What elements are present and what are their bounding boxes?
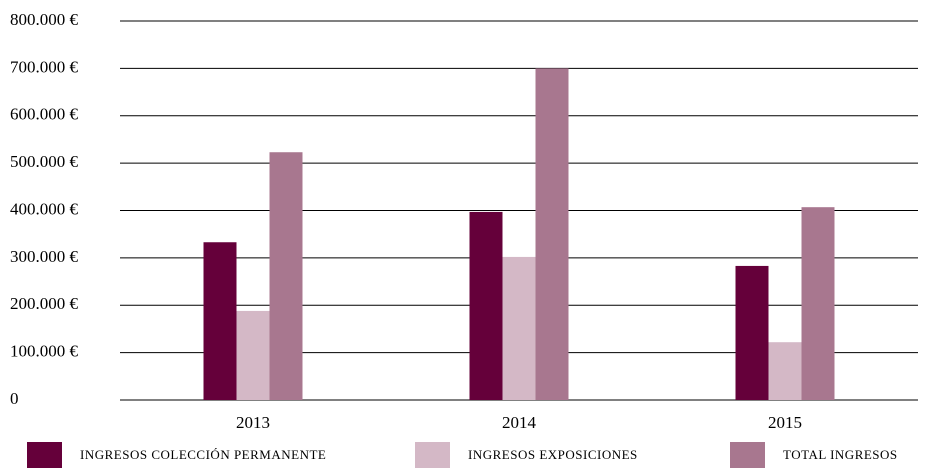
legend-label: INGRESOS EXPOSICIONES <box>468 447 638 462</box>
y-tick-label: 0 <box>10 389 19 408</box>
bar <box>735 265 769 400</box>
y-tick-label: 400.000 € <box>10 199 79 218</box>
x-tick-label: 2014 <box>502 413 537 432</box>
bar <box>469 211 503 400</box>
y-tick-label: 500.000 € <box>10 152 79 171</box>
bar <box>768 342 802 400</box>
y-tick-label: 200.000 € <box>10 294 79 313</box>
y-tick-label: 700.000 € <box>10 57 79 76</box>
bar <box>236 310 270 400</box>
bar <box>801 207 835 400</box>
legend-label: INGRESOS COLECCIÓN PERMANENTE <box>80 447 326 462</box>
bar <box>535 68 569 400</box>
bar <box>502 256 536 400</box>
y-tick-label: 600.000 € <box>10 105 79 124</box>
x-tick-label: 2013 <box>236 413 270 432</box>
legend-label: TOTAL INGRESOS <box>783 447 898 462</box>
legend-swatch <box>415 442 450 468</box>
bar <box>203 242 237 400</box>
y-tick-label: 100.000 € <box>10 342 79 361</box>
bar <box>269 152 303 400</box>
y-tick-label: 300.000 € <box>10 247 79 266</box>
y-tick-label: 800.000 € <box>10 10 79 29</box>
x-tick-label: 2015 <box>768 413 802 432</box>
legend-swatch <box>27 442 62 468</box>
legend-swatch <box>730 442 765 468</box>
